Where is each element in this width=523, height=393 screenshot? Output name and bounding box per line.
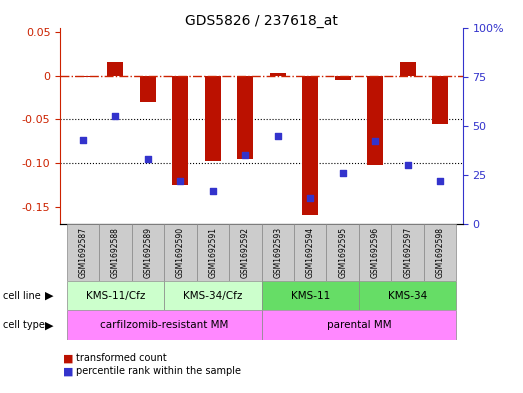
- Bar: [99, 224, 132, 281]
- Text: GSM1692591: GSM1692591: [208, 227, 217, 278]
- Point: [338, 170, 347, 176]
- Bar: [164, 224, 197, 281]
- Bar: [262, 310, 457, 340]
- Bar: [326, 224, 359, 281]
- Text: ■: ■: [63, 353, 73, 364]
- Point: [241, 152, 249, 158]
- Text: GSM1692589: GSM1692589: [143, 227, 152, 278]
- Bar: [262, 224, 294, 281]
- Bar: [302, 75, 319, 215]
- Text: GSM1692592: GSM1692592: [241, 227, 250, 278]
- Text: KMS-11/Cfz: KMS-11/Cfz: [86, 291, 145, 301]
- Bar: [66, 224, 99, 281]
- Point: [306, 195, 314, 202]
- Point: [371, 138, 379, 145]
- Text: percentile rank within the sample: percentile rank within the sample: [76, 366, 241, 376]
- Bar: [132, 224, 164, 281]
- Point: [144, 156, 152, 162]
- Bar: [107, 62, 123, 75]
- Point: [209, 187, 217, 194]
- Bar: [66, 281, 164, 310]
- Bar: [270, 73, 286, 75]
- Point: [78, 136, 87, 143]
- Bar: [75, 75, 91, 77]
- Text: KMS-34/Cfz: KMS-34/Cfz: [183, 291, 243, 301]
- Text: GSM1692593: GSM1692593: [273, 227, 282, 278]
- Text: parental MM: parental MM: [327, 320, 391, 330]
- Bar: [172, 75, 188, 185]
- Text: GSM1692594: GSM1692594: [306, 227, 315, 278]
- Point: [274, 132, 282, 139]
- Point: [403, 162, 412, 168]
- Point: [436, 178, 445, 184]
- Bar: [204, 75, 221, 161]
- Text: GSM1692587: GSM1692587: [78, 227, 87, 278]
- Bar: [164, 281, 262, 310]
- Text: transformed count: transformed count: [76, 353, 167, 364]
- Bar: [140, 75, 156, 102]
- Bar: [391, 224, 424, 281]
- Text: ■: ■: [63, 366, 73, 376]
- Bar: [66, 310, 262, 340]
- Text: carfilzomib-resistant MM: carfilzomib-resistant MM: [100, 320, 228, 330]
- Bar: [237, 75, 253, 158]
- Bar: [424, 224, 457, 281]
- Text: GSM1692598: GSM1692598: [436, 227, 445, 278]
- Bar: [432, 75, 448, 123]
- Text: GSM1692596: GSM1692596: [371, 227, 380, 278]
- Bar: [229, 224, 262, 281]
- Bar: [359, 224, 391, 281]
- Text: KMS-34: KMS-34: [388, 291, 427, 301]
- Point: [111, 113, 120, 119]
- Text: GSM1692588: GSM1692588: [111, 227, 120, 278]
- Bar: [335, 75, 351, 80]
- Text: GSM1692597: GSM1692597: [403, 227, 412, 278]
- Text: KMS-11: KMS-11: [291, 291, 330, 301]
- Text: ▶: ▶: [46, 291, 54, 301]
- Bar: [400, 62, 416, 75]
- Point: [176, 178, 185, 184]
- Bar: [262, 281, 359, 310]
- Text: cell line: cell line: [3, 291, 40, 301]
- Bar: [359, 281, 457, 310]
- Bar: [367, 75, 383, 165]
- Text: GSM1692590: GSM1692590: [176, 227, 185, 278]
- Text: cell type: cell type: [3, 320, 44, 330]
- Bar: [294, 224, 326, 281]
- Bar: [197, 224, 229, 281]
- Text: ▶: ▶: [46, 320, 54, 330]
- Text: GDS5826 / 237618_at: GDS5826 / 237618_at: [185, 14, 338, 28]
- Text: GSM1692595: GSM1692595: [338, 227, 347, 278]
